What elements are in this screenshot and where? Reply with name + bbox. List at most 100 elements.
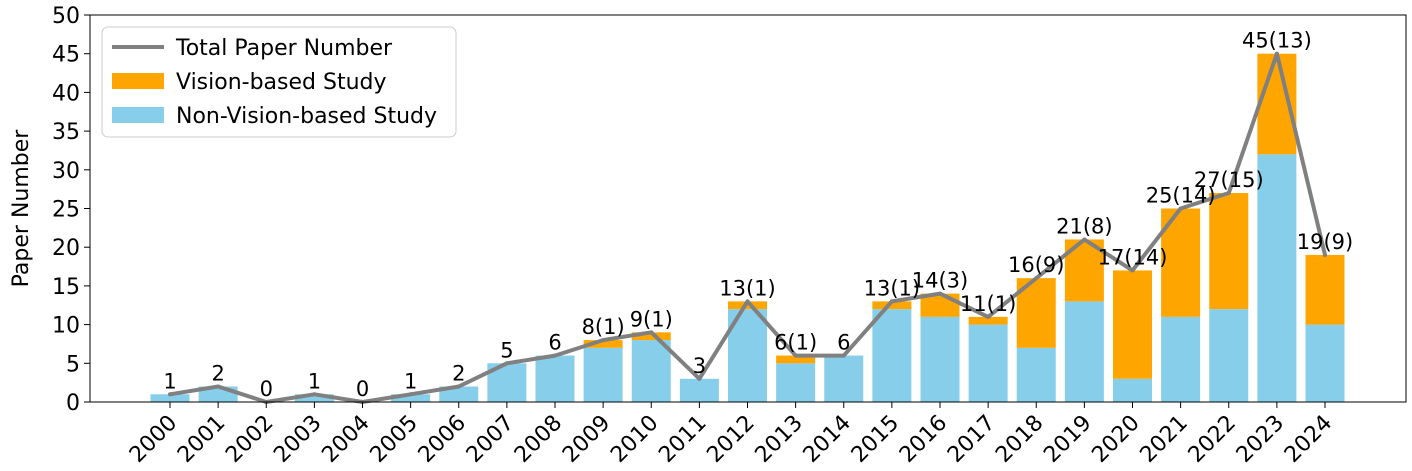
data-label-2000: 1 bbox=[163, 369, 176, 393]
vision-bar-2015 bbox=[872, 301, 912, 310]
total-point-2018 bbox=[1034, 276, 1039, 281]
data-label-2010: 9(1) bbox=[630, 307, 673, 331]
legend-swatch-non-vision-based-study bbox=[112, 107, 164, 123]
data-label-2023: 45(13) bbox=[1242, 29, 1312, 53]
total-point-2003 bbox=[312, 392, 317, 397]
non-vision-bar-2017 bbox=[968, 324, 1008, 402]
total-point-2010 bbox=[649, 330, 654, 335]
x-tick-label-2022: 2022 bbox=[1184, 411, 1241, 468]
x-tick-label-2006: 2006 bbox=[414, 411, 471, 468]
x-tick-label-2000: 2000 bbox=[125, 411, 182, 468]
y-axis-label: Paper Number bbox=[9, 129, 34, 288]
data-label-2003: 1 bbox=[308, 369, 321, 393]
y-tick-label-5: 5 bbox=[66, 352, 80, 377]
vision-bar-2024 bbox=[1305, 254, 1345, 325]
x-tick-label-2017: 2017 bbox=[943, 411, 1000, 468]
x-tick-label-2012: 2012 bbox=[702, 411, 759, 468]
non-vision-bar-2009 bbox=[583, 347, 623, 402]
non-vision-bar-2024 bbox=[1305, 324, 1345, 402]
x-tick-label-2019: 2019 bbox=[1039, 411, 1096, 468]
x-tick-label-2003: 2003 bbox=[269, 411, 326, 468]
non-vision-bar-2000 bbox=[150, 394, 190, 402]
x-tick-label-2016: 2016 bbox=[895, 411, 952, 468]
total-point-2006 bbox=[456, 384, 461, 389]
total-point-2024 bbox=[1323, 252, 1327, 257]
total-point-2001 bbox=[216, 384, 221, 389]
non-vision-bar-2023 bbox=[1257, 154, 1297, 402]
vision-bar-2013 bbox=[776, 355, 816, 364]
vision-bar-2022 bbox=[1209, 193, 1249, 310]
legend-swatch-vision-based-study bbox=[112, 73, 164, 89]
total-point-2015 bbox=[889, 299, 894, 304]
legend-swatch-total-marker bbox=[136, 45, 140, 49]
data-label-2011: 3 bbox=[693, 354, 706, 378]
total-point-2020 bbox=[1130, 268, 1135, 273]
x-tick-label-2011: 2011 bbox=[654, 411, 711, 468]
data-label-2019: 21(8) bbox=[1056, 214, 1112, 238]
y-tick-label-35: 35 bbox=[52, 120, 80, 145]
non-vision-bar-2022 bbox=[1209, 309, 1249, 402]
y-tick-label-50: 50 bbox=[52, 4, 80, 29]
non-vision-bar-2015 bbox=[872, 309, 912, 402]
data-label-2005: 1 bbox=[404, 369, 417, 393]
data-label-2017: 11(1) bbox=[960, 292, 1016, 316]
x-tick-label-2002: 2002 bbox=[221, 411, 278, 468]
x-tick-label-2021: 2021 bbox=[1136, 411, 1193, 468]
y-tick-label-20: 20 bbox=[52, 236, 80, 261]
total-point-2021 bbox=[1178, 206, 1183, 211]
data-label-2006: 2 bbox=[452, 362, 465, 386]
non-vision-bar-2018 bbox=[1016, 347, 1056, 402]
x-tick-label-2024: 2024 bbox=[1280, 411, 1337, 468]
x-tick-label-2020: 2020 bbox=[1087, 411, 1144, 468]
non-vision-bar-2021 bbox=[1161, 316, 1201, 402]
total-point-2013 bbox=[793, 353, 798, 358]
total-point-2022 bbox=[1226, 191, 1231, 196]
non-vision-bar-2006 bbox=[439, 386, 479, 402]
vision-bar-2010 bbox=[631, 332, 671, 341]
non-vision-bar-2014 bbox=[824, 355, 864, 402]
x-tick-label-2001: 2001 bbox=[173, 411, 230, 468]
bars-layer bbox=[150, 53, 1345, 402]
non-vision-bar-2016 bbox=[920, 316, 960, 402]
non-vision-bar-2008 bbox=[535, 355, 575, 402]
total-point-2014 bbox=[841, 353, 846, 358]
data-label-2016: 14(3) bbox=[912, 269, 968, 293]
x-tick-label-2023: 2023 bbox=[1232, 411, 1289, 468]
total-point-2016 bbox=[938, 291, 942, 296]
y-tick-label-30: 30 bbox=[52, 159, 80, 184]
total-point-2008 bbox=[553, 353, 557, 358]
y-tick-label-40: 40 bbox=[52, 81, 80, 106]
x-tick-label-2007: 2007 bbox=[462, 411, 519, 468]
total-point-2009 bbox=[601, 338, 606, 343]
y-tick-label-0: 0 bbox=[66, 391, 80, 416]
non-vision-bar-2010 bbox=[631, 340, 671, 402]
data-label-2007: 5 bbox=[500, 338, 513, 362]
y-tick-label-10: 10 bbox=[52, 314, 80, 339]
total-point-2017 bbox=[986, 314, 991, 319]
x-tick-label-2010: 2010 bbox=[606, 411, 663, 468]
data-label-2024: 19(9) bbox=[1297, 230, 1353, 254]
total-point-2011 bbox=[697, 376, 702, 381]
total-point-2023 bbox=[1274, 51, 1279, 56]
data-label-2015: 13(1) bbox=[864, 276, 920, 300]
x-tick-label-2018: 2018 bbox=[991, 411, 1048, 468]
data-label-2009: 8(1) bbox=[582, 315, 625, 339]
total-point-2019 bbox=[1082, 237, 1087, 242]
data-label-2018: 16(9) bbox=[1008, 253, 1064, 277]
total-point-2000 bbox=[168, 392, 172, 397]
legend-label-vision-based-study: Vision-based Study bbox=[176, 70, 387, 95]
x-tick-label-2015: 2015 bbox=[847, 411, 904, 468]
total-point-2007 bbox=[504, 361, 509, 366]
y-tick-label-25: 25 bbox=[52, 198, 80, 223]
data-label-2013: 6(1) bbox=[774, 331, 817, 355]
y-tick-label-45: 45 bbox=[52, 43, 80, 68]
vision-bar-2017 bbox=[968, 316, 1008, 325]
data-label-2012: 13(1) bbox=[719, 276, 775, 300]
data-label-2021: 25(14) bbox=[1146, 184, 1216, 208]
legend: Total Paper Number Vision-based Study Non-… bbox=[101, 26, 457, 138]
legend-box bbox=[101, 26, 457, 138]
x-tick-label-2008: 2008 bbox=[510, 411, 567, 468]
x-tick-label-2014: 2014 bbox=[799, 411, 856, 468]
data-labels-layer: 1 20 1 0 1 25 68(1) 9(1)313(1)6(1) 613(1)14(3)11… bbox=[163, 29, 1353, 401]
